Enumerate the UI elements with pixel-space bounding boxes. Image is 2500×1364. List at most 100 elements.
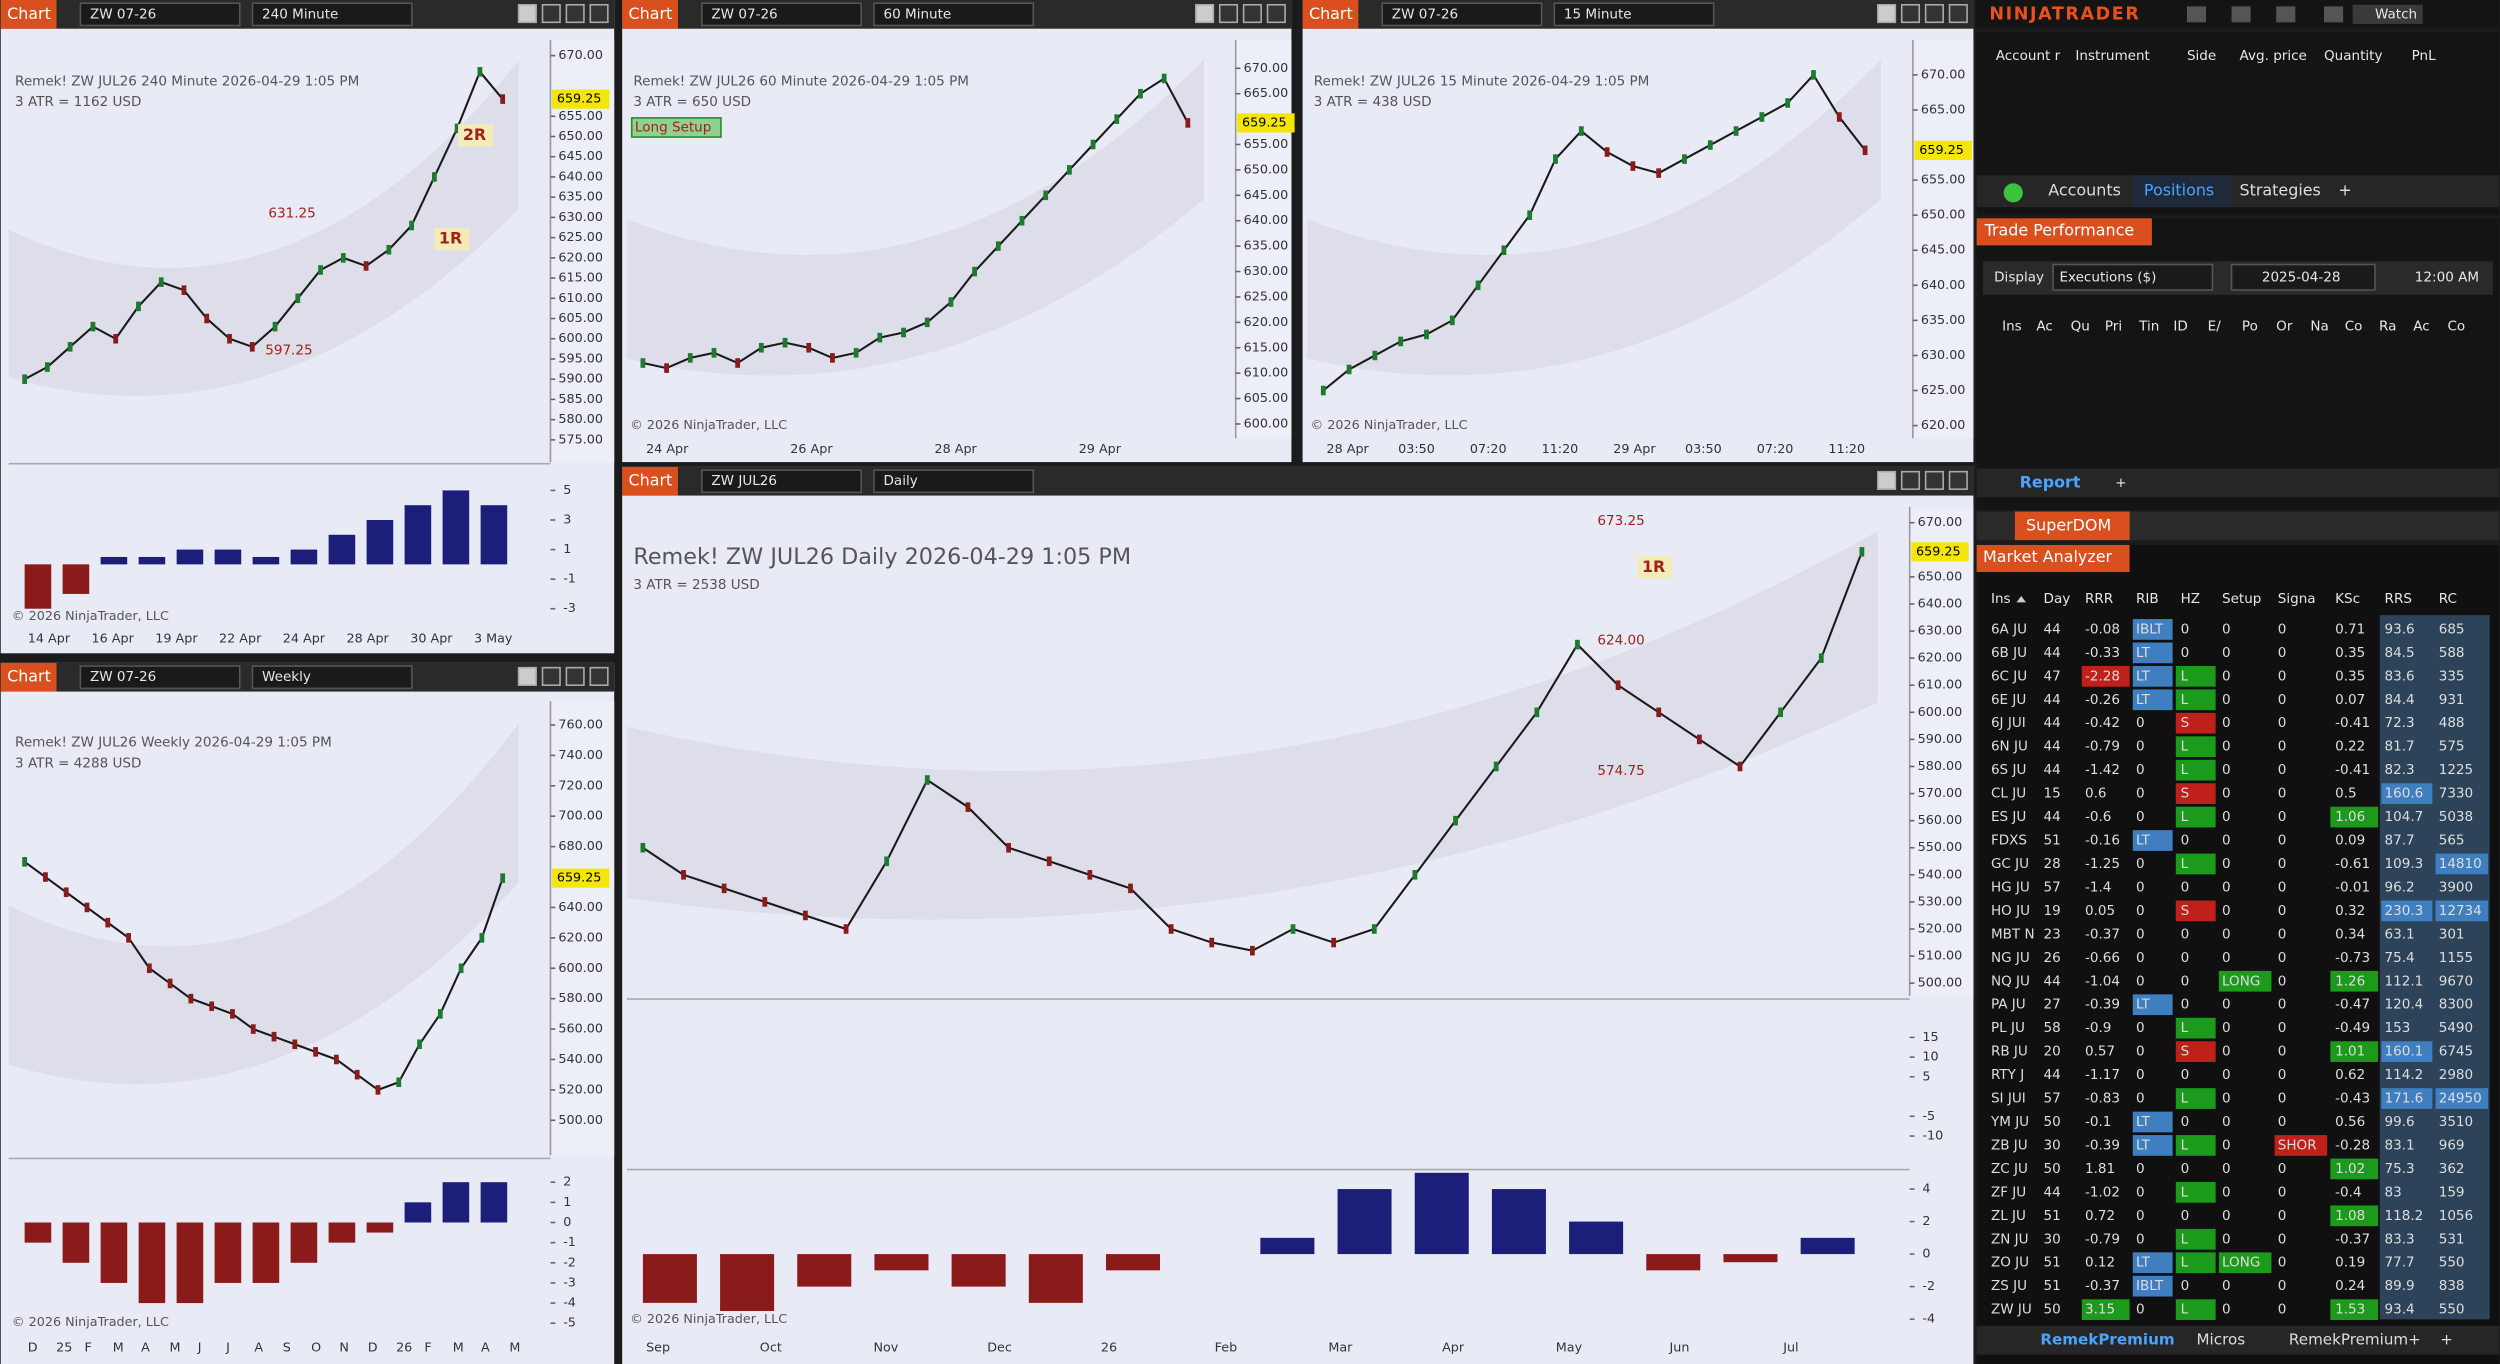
watch-label[interactable]: Watch [2375, 6, 2417, 22]
analyzer-tab[interactable]: Micros [2197, 1331, 2246, 1349]
window-button[interactable] [1242, 3, 1262, 24]
instrument[interactable]: ZW 07-26 [1392, 6, 1458, 22]
column-header[interactable]: RRR [2085, 591, 2114, 607]
cell: 6J JUI [1991, 715, 2026, 731]
toolbar-icon[interactable] [2276, 6, 2296, 23]
instrument[interactable]: ZW 07-26 [90, 6, 156, 22]
interval-select[interactable] [251, 665, 413, 690]
interval[interactable]: 240 Minute [262, 6, 338, 22]
column-header[interactable]: Signa [2278, 591, 2316, 607]
cell: 50 [2044, 1161, 2061, 1177]
analyzer-tab[interactable]: RemekPremium+ [2289, 1331, 2421, 1349]
window-button[interactable] [1900, 3, 1921, 24]
tab[interactable]: Accounts [2048, 181, 2121, 200]
interval[interactable]: 15 Minute [1564, 6, 1632, 22]
toolbar-icon[interactable] [2323, 6, 2344, 23]
window-button[interactable] [517, 666, 537, 686]
chart-tab-label[interactable]: Chart [7, 4, 51, 23]
window-button[interactable] [589, 666, 609, 686]
r-badge [434, 227, 470, 251]
toolbar-icon[interactable] [2231, 6, 2251, 23]
display-select[interactable] [2052, 263, 2214, 291]
cell: 0 [2278, 692, 2287, 708]
tab[interactable]: Strategies [2240, 181, 2321, 200]
last-price: 659.25 [1916, 544, 1961, 559]
histogram-bar [290, 1222, 318, 1263]
window-button[interactable] [541, 666, 561, 686]
analyzer-tab[interactable]: RemekPremium [2040, 1331, 2174, 1349]
tab[interactable]: + [2338, 181, 2351, 200]
interval-select[interactable] [251, 2, 413, 27]
display-value[interactable]: Executions ($) [2059, 269, 2156, 285]
window-button[interactable] [589, 3, 609, 24]
last-price-tag [552, 89, 610, 109]
date[interactable]: 2025-04-28 [2262, 269, 2341, 285]
candle [227, 333, 232, 344]
instrument[interactable]: ZW 07-26 [90, 669, 156, 685]
window-button[interactable] [1266, 3, 1286, 24]
chart-tab [622, 466, 678, 496]
interval[interactable]: 60 Minute [884, 6, 952, 22]
cell: -0.61 [2335, 856, 2370, 872]
time[interactable]: 12:00 AM [2415, 269, 2479, 285]
cell: 0 [2181, 1278, 2190, 1294]
window-button[interactable] [565, 3, 585, 24]
instrument-select[interactable] [701, 469, 862, 494]
window-button[interactable] [1924, 3, 1944, 24]
instrument[interactable]: ZW JUL26 [711, 473, 777, 489]
chart-tab-label[interactable]: Chart [1309, 4, 1353, 23]
chart-tab-label[interactable]: Chart [629, 471, 673, 490]
instrument-select[interactable] [701, 2, 862, 27]
window-button[interactable] [517, 3, 537, 24]
column-header[interactable]: RRS [2385, 591, 2412, 607]
window-button[interactable] [541, 3, 561, 24]
instrument-select[interactable] [79, 2, 241, 27]
column-header[interactable]: RC [2439, 591, 2457, 607]
interval-select[interactable] [873, 2, 1035, 27]
column-header[interactable]: HZ [2181, 591, 2200, 607]
candle [22, 374, 28, 384]
window-button[interactable] [1877, 3, 1897, 24]
column-header: Ac [2036, 319, 2052, 335]
window-button[interactable] [1195, 3, 1215, 24]
cell: 3.15 [2085, 1302, 2115, 1318]
histogram-bar [328, 1222, 356, 1243]
column-header[interactable]: RIB [2136, 591, 2159, 607]
interval-select[interactable] [1553, 2, 1715, 27]
instrument-select[interactable] [79, 665, 241, 690]
window-button[interactable] [1900, 470, 1921, 490]
indicator-tick-label: 15 [1922, 1030, 1938, 1045]
time-label: 28 Apr [934, 442, 977, 457]
instrument-select[interactable] [1381, 2, 1543, 27]
tab[interactable]: Positions [2144, 181, 2214, 200]
cell: -1.42 [2085, 762, 2120, 778]
chart-tab-label[interactable]: Chart [7, 667, 51, 686]
interval[interactable]: Daily [884, 473, 918, 489]
column-header[interactable]: Setup [2222, 591, 2261, 607]
window-button[interactable] [1218, 3, 1239, 24]
watch-button[interactable] [2352, 4, 2423, 24]
column-header: Side [2187, 48, 2216, 64]
chart-tab-label[interactable]: Chart [629, 4, 673, 23]
window-button[interactable] [565, 666, 585, 686]
column-header[interactable]: Ins [1991, 591, 2011, 607]
window-button[interactable] [1924, 470, 1944, 490]
toolbar-icon[interactable] [2186, 6, 2207, 23]
candle [1128, 883, 1133, 894]
column-header[interactable]: Day [2044, 591, 2071, 607]
report-tab[interactable]: Report [2020, 472, 2081, 491]
window-button[interactable] [1948, 3, 1968, 24]
chart-title: Remek! ZW JUL26 60 Minute 2026-04-29 1:0… [633, 73, 969, 89]
interval-select[interactable] [873, 469, 1035, 494]
superdom-title[interactable]: SuperDOM [2026, 515, 2111, 534]
interval[interactable]: Weekly [262, 669, 311, 685]
column-header[interactable]: KSc [2335, 591, 2360, 607]
r-badge [458, 124, 494, 147]
analyzer-tab[interactable]: + [2440, 1331, 2453, 1349]
window-button[interactable] [1948, 470, 1968, 490]
cell: LT [2136, 1255, 2151, 1271]
add-tab[interactable]: + [2115, 475, 2126, 491]
date-select[interactable] [2230, 263, 2376, 291]
window-button[interactable] [1877, 470, 1897, 490]
instrument[interactable]: ZW 07-26 [711, 6, 777, 22]
